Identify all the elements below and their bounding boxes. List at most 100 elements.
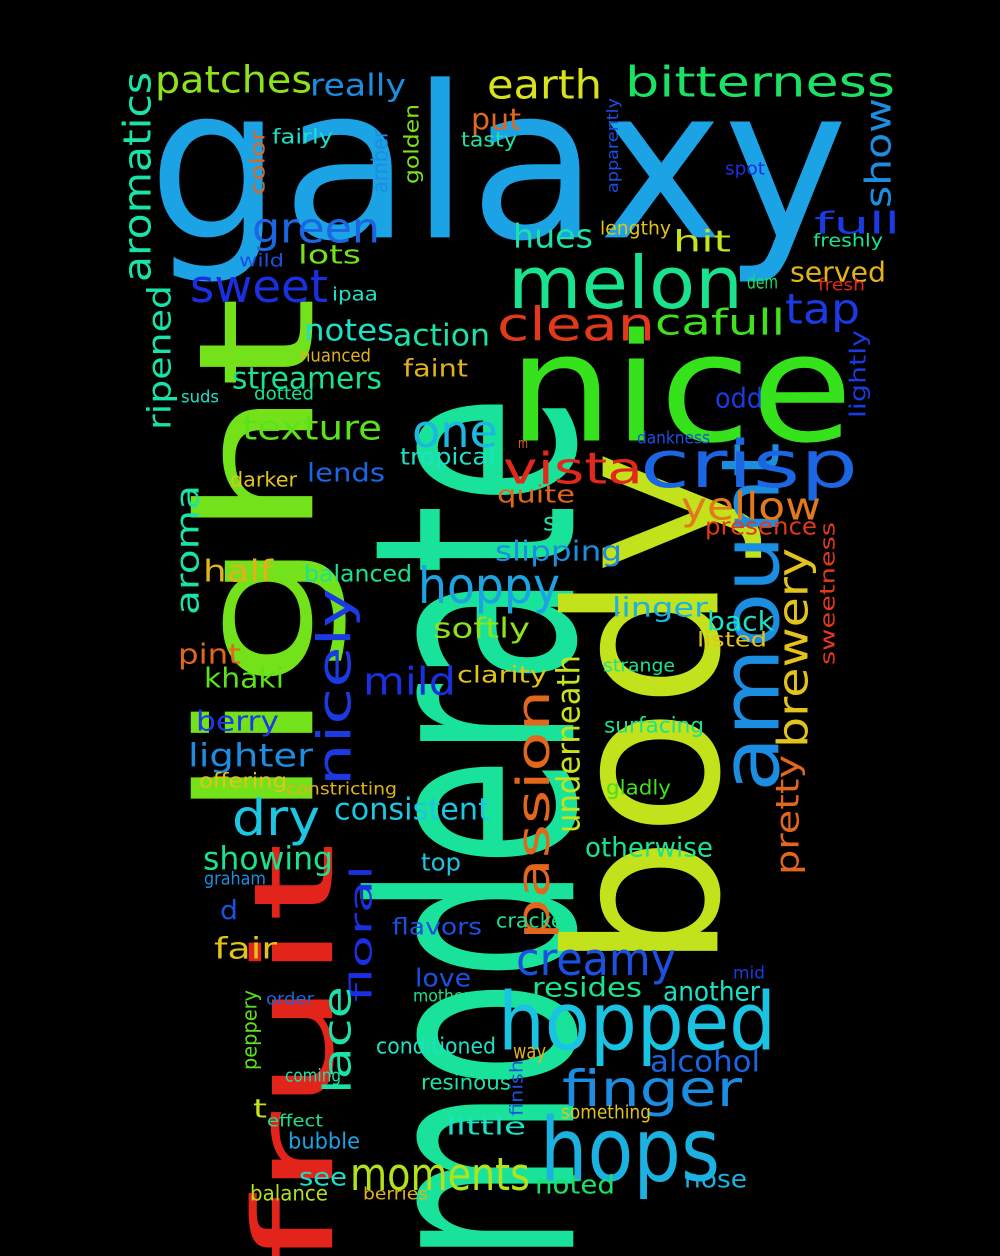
word-effect: effect	[267, 1112, 323, 1132]
word-berries: berries	[363, 1185, 428, 1205]
word-t: t	[253, 1094, 267, 1125]
word-moments: moments	[350, 1148, 530, 1202]
word-flavors: flavors	[392, 913, 482, 941]
word-lightly: lightly	[846, 330, 872, 418]
word-ripened: ripened	[141, 285, 179, 430]
word-otherwise: otherwise	[585, 832, 713, 864]
word-sweetness: sweetness	[816, 522, 840, 665]
word-lots: lots	[298, 240, 361, 271]
word-melon: melon	[508, 242, 743, 326]
word-amber: amber	[368, 130, 394, 193]
word-top: top	[421, 848, 461, 877]
word-little: little	[446, 1112, 526, 1141]
word-aroma: aroma	[169, 485, 207, 615]
word-galaxy: galaxy	[148, 40, 848, 288]
word-bubble: bubble	[288, 1129, 360, 1155]
word-action: action	[393, 319, 490, 354]
word-clarity: clarity	[457, 661, 547, 689]
word-conditioned: conditioned	[376, 1034, 496, 1060]
word-coming: coming	[285, 1066, 341, 1087]
word-apparently: apparently	[603, 98, 622, 193]
word-tasty: tasty	[461, 128, 517, 152]
word-crisp: crisp	[640, 426, 858, 503]
word-resinous: resinous	[421, 1071, 511, 1096]
word-suds: suds	[181, 388, 219, 408]
word-finger: finger	[562, 1061, 742, 1119]
word-nuanced: nuanced	[300, 346, 371, 367]
word-alcohol: alcohol	[650, 1045, 760, 1079]
word-patches: patches	[155, 58, 312, 102]
word-linger: linger	[612, 592, 708, 624]
word-strange: strange	[603, 656, 675, 677]
word-really: really	[310, 69, 406, 104]
word-bitterness: bitterness	[625, 58, 895, 108]
word-color: color	[246, 130, 270, 195]
word-dotted: dotted	[254, 384, 314, 405]
word-love: love	[415, 964, 471, 994]
word-yellow: yellow	[681, 485, 821, 530]
word-creamy: creamy	[516, 933, 676, 987]
word-underneath: underneath	[550, 655, 588, 833]
word-listed: listed	[697, 628, 767, 652]
word-golden: golden	[400, 104, 424, 184]
word-dankness: dankness	[637, 429, 710, 449]
word-offering: offering	[199, 769, 287, 793]
word-d: d	[220, 895, 238, 927]
word-spot: spot	[725, 159, 765, 180]
word-softly: softly	[433, 611, 530, 645]
word-lighter: lighter	[188, 737, 313, 775]
word-quite: quite	[497, 480, 575, 509]
word-slipping: slipping	[495, 534, 622, 568]
word-pint: pint	[178, 637, 241, 671]
word-balance: balance	[250, 1182, 328, 1207]
word-pretty: pretty	[769, 755, 807, 875]
word-mild: mild	[363, 660, 456, 705]
word-nose: nose	[684, 1165, 747, 1195]
word-brewery: brewery	[769, 548, 819, 748]
word-nicely: nicely	[308, 588, 363, 786]
word-back: back	[707, 606, 774, 638]
word-darker: darker	[230, 468, 297, 492]
word-hops: hops	[540, 1100, 720, 1203]
word-another: another	[663, 976, 760, 1008]
word-tropical: tropical	[400, 443, 495, 471]
word-texture: texture	[242, 409, 382, 449]
word-hues: hues	[513, 217, 593, 256]
word-see: see	[299, 1163, 347, 1193]
word-ipaa: ipaa	[332, 283, 378, 306]
word-nice: nice	[508, 302, 853, 477]
word-notes: notes	[304, 314, 394, 349]
word-peppery: peppery	[238, 990, 262, 1070]
word-something: something	[561, 1101, 651, 1124]
word-mid: mid	[733, 964, 765, 984]
word-s: s	[543, 508, 556, 538]
word-graham: graham	[204, 869, 266, 890]
word-gladly: gladly	[606, 776, 671, 800]
word-fresh: fresh	[818, 276, 865, 296]
word-one: one	[412, 405, 498, 459]
word-half: half	[203, 555, 273, 590]
word-sweet: sweet	[190, 260, 328, 314]
word-balanced: balanced	[304, 560, 412, 588]
word-khaki: khaki	[204, 661, 284, 695]
word-hit: hit	[673, 225, 731, 259]
word-streamers: streamers	[232, 362, 382, 397]
word-lengthy: lengthy	[600, 217, 671, 240]
word-surfacing: surfacing	[604, 714, 704, 739]
word-cafull: cafull	[655, 301, 785, 344]
word-cracker: cracker	[496, 909, 572, 933]
word-hopped: hopped	[498, 976, 776, 1070]
word-aromatics: aromatics	[116, 72, 161, 283]
word-dry: dry	[232, 790, 320, 848]
word-mother: mother	[413, 987, 470, 1007]
word-berry: berry	[196, 704, 279, 738]
word-m: m	[518, 436, 528, 452]
word-fairly: fairly	[272, 125, 333, 149]
word-freshly: freshly	[813, 231, 883, 252]
word-floral: floral	[345, 865, 380, 1002]
word-clean: clean	[497, 298, 655, 353]
word-tap: tap	[785, 285, 860, 335]
word-noted: noted	[535, 1170, 615, 1201]
word-consistent: consistent	[334, 793, 490, 828]
